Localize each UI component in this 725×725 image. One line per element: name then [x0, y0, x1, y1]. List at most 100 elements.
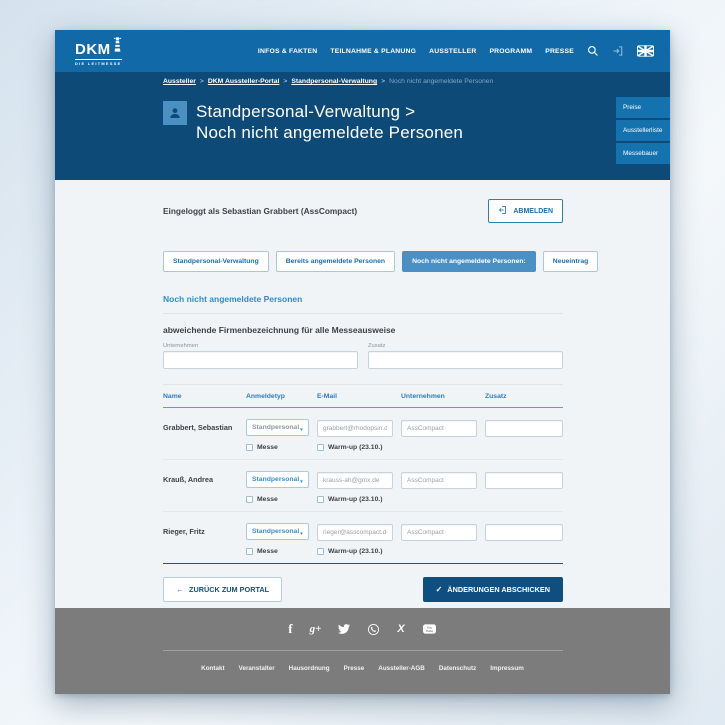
breadcrumb-standpersonal[interactable]: Standpersonal-Verwaltung [291, 78, 378, 85]
breadcrumb-separator: > [283, 78, 288, 85]
table-header-row: Name Anmeldetyp E-Mail Unternehmen Zusat… [163, 385, 563, 408]
check-icon [436, 585, 443, 594]
email-input[interactable] [317, 472, 393, 489]
person-name: Krauß, Andrea [163, 474, 214, 484]
site-footer: f g+ X You Tube [55, 608, 670, 694]
back-to-portal-label: ZURÜCK ZUM PORTAL [189, 585, 270, 594]
footer-link-presse[interactable]: Presse [343, 665, 365, 672]
chevron-down-icon [299, 522, 303, 540]
footer-links: Kontakt Veranstalter Hausordnung Presse … [201, 665, 524, 672]
messe-checkbox[interactable] [246, 444, 253, 451]
chevron-down-icon [299, 418, 303, 436]
col-header-anmeldetyp: Anmeldetyp [246, 393, 285, 400]
footer-link-aussteller-agb[interactable]: Aussteller-AGB [378, 665, 425, 672]
warmup-checkbox-label: Warm-up (23.10.) [328, 444, 383, 451]
language-flag-icon[interactable] [637, 45, 654, 57]
main-content: Eingeloggt als Sebastian Grabbert (AssCo… [55, 180, 670, 617]
footer-link-datenschutz[interactable]: Datenschutz [438, 665, 477, 672]
footer-link-hausordnung[interactable]: Hausordnung [288, 665, 330, 672]
page-title-line1: Standpersonal-Verwaltung > [196, 102, 416, 121]
logo-tagline: DIE LEITMESSE [75, 59, 122, 66]
unternehmen-global-input[interactable] [163, 351, 358, 369]
anmeldetyp-select[interactable]: Standpersonal [246, 522, 309, 540]
tab-neueintrag[interactable]: Neueintrag [542, 251, 599, 272]
hero-section: Aussteller > DKM Aussteller-Portal > Sta… [55, 72, 670, 180]
zusatz-input[interactable] [485, 524, 563, 541]
nav-item-aussteller[interactable]: AUSSTELLER [429, 47, 477, 55]
logged-in-text: Eingeloggt als Sebastian Grabbert (AssCo… [163, 206, 358, 216]
login-icon[interactable] [612, 45, 624, 57]
nav-item-teilnahme-planung[interactable]: TEILNAHME & PLANUNG [330, 47, 417, 55]
svg-text:Tube: Tube [426, 629, 433, 633]
arrow-left-icon [176, 585, 184, 594]
messe-checkbox[interactable] [246, 496, 253, 503]
table-row: Grabbert, Sebastian Standpersonal [163, 408, 563, 460]
footer-link-kontakt[interactable]: Kontakt [201, 665, 225, 672]
unternehmen-input[interactable] [401, 420, 477, 437]
person-name: Rieger, Fritz [163, 526, 205, 536]
nav-item-programm[interactable]: PROGRAMM [489, 47, 533, 55]
logo-text: DKM [75, 41, 111, 58]
zusatz-input[interactable] [485, 420, 563, 437]
messe-checkbox-label: Messe [257, 496, 278, 503]
breadcrumb: Aussteller > DKM Aussteller-Portal > Sta… [55, 72, 670, 85]
submit-changes-button[interactable]: ÄNDERUNGEN ABSCHICKEN [422, 577, 563, 602]
google-plus-icon[interactable]: g+ [309, 623, 322, 635]
twitter-icon[interactable] [338, 623, 351, 635]
warmup-checkbox[interactable] [317, 496, 324, 503]
breadcrumb-current: Noch nicht angemeldete Personen [389, 78, 494, 85]
zusatz-input[interactable] [485, 472, 563, 489]
breadcrumb-portal[interactable]: DKM Aussteller-Portal [207, 78, 280, 85]
email-input[interactable] [317, 524, 393, 541]
zusatz-global-input[interactable] [368, 351, 563, 369]
logout-label: ABMELDEN [513, 207, 553, 215]
persons-table: Name Anmeldetyp E-Mail Unternehmen Zusat… [163, 384, 563, 564]
search-icon[interactable] [587, 45, 599, 57]
portal-tabs: Standpersonal-Verwaltung Bereits angemel… [163, 251, 599, 272]
footer-divider [162, 650, 563, 651]
quick-link-preise[interactable]: Preise [616, 97, 670, 118]
back-to-portal-button[interactable]: ZURÜCK ZUM PORTAL [163, 577, 283, 602]
breadcrumb-aussteller[interactable]: Aussteller [163, 78, 196, 85]
warmup-checkbox[interactable] [317, 444, 324, 451]
quick-link-ausstellerliste[interactable]: Ausstellerliste [616, 120, 670, 141]
footer-link-impressum[interactable]: Impressum [490, 665, 524, 672]
page-title: Standpersonal-Verwaltung > Noch nicht an… [196, 101, 463, 143]
youtube-icon[interactable]: You Tube [422, 623, 437, 635]
messe-checkbox[interactable] [246, 548, 253, 555]
logout-button[interactable]: ABMELDEN [488, 199, 563, 223]
chevron-down-icon [299, 470, 303, 488]
site-header: DKM DIE LEITMESSE INFOS & FAKTEN TEILNAH… [55, 30, 670, 72]
col-header-name: Name [163, 393, 182, 400]
breadcrumb-separator: > [199, 78, 204, 85]
footer-link-veranstalter[interactable]: Veranstalter [238, 665, 275, 672]
quick-links: Preise Ausstellerliste Messebauer [616, 97, 670, 164]
xing-icon[interactable]: X [397, 623, 405, 635]
social-icons: f g+ X You Tube [288, 621, 436, 637]
unternehmen-input[interactable] [401, 472, 477, 489]
tab-bereits-angemeldete[interactable]: Bereits angemeldete Personen [275, 251, 396, 272]
email-input[interactable] [317, 420, 393, 437]
quick-link-messebauer[interactable]: Messebauer [616, 143, 670, 164]
nav-item-presse[interactable]: PRESSE [545, 47, 574, 55]
warmup-checkbox-label: Warm-up (23.10.) [328, 548, 383, 555]
main-navigation: INFOS & FAKTEN TEILNAHME & PLANUNG AUSST… [258, 45, 654, 57]
col-header-unternehmen: Unternehmen [401, 393, 445, 400]
col-header-zusatz: Zusatz [485, 393, 507, 400]
nav-item-infos-fakten[interactable]: INFOS & FAKTEN [257, 47, 318, 55]
tab-standpersonal-verwaltung[interactable]: Standpersonal-Verwaltung [163, 251, 269, 272]
warmup-checkbox[interactable] [317, 548, 324, 555]
col-header-email: E-Mail [317, 393, 338, 400]
page-title-line2: Noch nicht angemeldete Personen [196, 123, 464, 143]
tab-noch-nicht-angemeldete[interactable]: Noch nicht angemeldete Personen: [402, 251, 536, 272]
person-icon [163, 101, 187, 125]
anmeldetyp-select[interactable]: Standpersonal [246, 470, 309, 488]
facebook-icon[interactable]: f [288, 621, 293, 636]
unternehmen-input[interactable] [401, 524, 477, 541]
logout-icon [498, 205, 508, 217]
anmeldetyp-select[interactable]: Standpersonal [246, 418, 309, 436]
site-card: DKM DIE LEITMESSE INFOS & FAKTEN TEILNAH… [55, 30, 670, 694]
lighthouse-icon [113, 36, 122, 57]
whatsapp-icon[interactable] [367, 623, 380, 636]
dkm-logo[interactable]: DKM DIE LEITMESSE [75, 36, 122, 66]
